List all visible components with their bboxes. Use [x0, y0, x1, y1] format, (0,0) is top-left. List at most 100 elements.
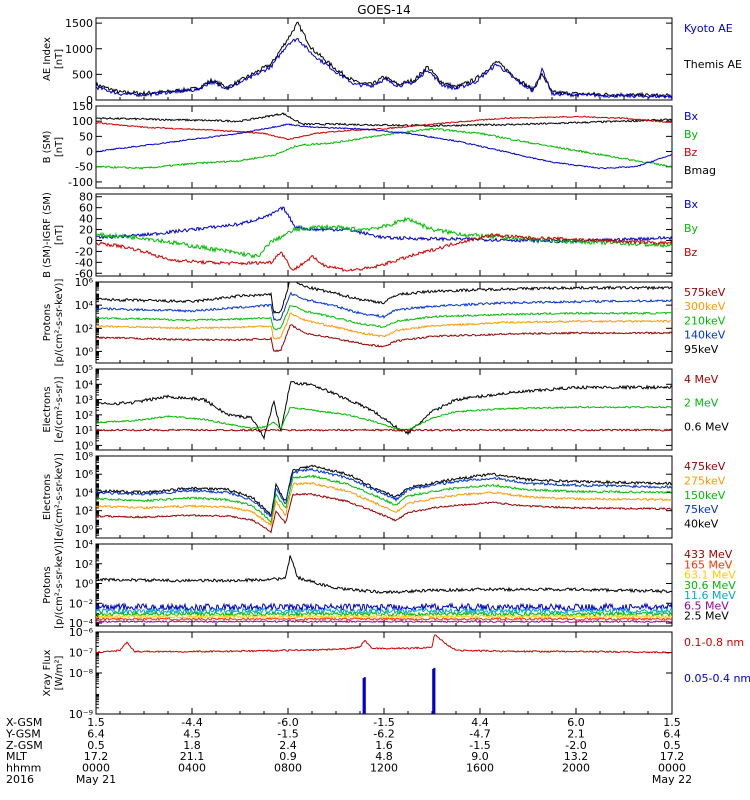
y-tick-label: -60 — [75, 267, 93, 280]
y-axis-label: Xray Flux — [42, 649, 53, 696]
x-row-value: -4.4 — [181, 716, 202, 729]
x-axis-labels: X-GSM 1.5 -4.4 -6.0 -1.5 4.4 6.0 1.5Y-GSM 6.4 4.5… — [5, 716, 692, 786]
legend-entry: 475keV — [684, 460, 726, 473]
y-axis-label: Electrons — [42, 474, 53, 520]
legend-entry: 300keV — [684, 300, 726, 313]
series-line-xray-0 — [96, 634, 672, 654]
y-tick-label: 1000 — [65, 43, 93, 56]
panel-electrons_mev: 10⁰ 10¹ 10² 10³ 10⁴ 10⁵ Electrons [e/(cm²-s-sr)… — [42, 363, 729, 452]
y-tick-label: 10⁵ — [75, 363, 93, 376]
x-row-value: 0.9 — [279, 750, 297, 763]
x-row-value: 17.2 — [660, 750, 685, 763]
y-axis-label: AE Index — [42, 37, 53, 81]
series-line-protons_mev-1 — [96, 601, 672, 613]
series-line-bigrf-0 — [96, 206, 672, 244]
series-line-protons_mev-0 — [96, 555, 672, 595]
panel-frame — [95, 455, 673, 539]
x-row-value: 2.4 — [279, 739, 297, 752]
y-tick-label: 0 — [86, 94, 93, 107]
panel-ae: 0 500 1000 1500 AE Index [nT] Kyoto AE Themis A… — [42, 17, 742, 107]
legend-entry: 0.1-0.8 nm — [684, 636, 744, 649]
x-row-value: -1.5 — [373, 716, 394, 729]
y-axis-label: [nT] — [54, 137, 65, 157]
legend-entry: 75keV — [684, 503, 719, 516]
y-tick-label: 150 — [72, 100, 93, 113]
x-row-name: Z-GSM — [6, 739, 43, 752]
legend-entry: Bz — [684, 246, 698, 259]
legend-entry: 0.05-0.4 nm — [684, 672, 750, 685]
y-axis-label: [e/(cm²-s-sr-keV)] — [54, 453, 65, 541]
series-line-protons_mev-6 — [96, 619, 672, 624]
y-tick-label: -50 — [75, 161, 93, 174]
legend-entry: Bx — [684, 198, 699, 211]
x-row-value: 13.2 — [564, 750, 589, 763]
x-row-value: 21.1 — [180, 750, 205, 763]
y-tick-label: 50 — [79, 130, 93, 143]
y-axis-label: [nT] — [54, 49, 65, 69]
series-line-electrons_mev-0 — [96, 380, 672, 441]
series-line-ae-0 — [96, 21, 672, 100]
x-row-value: 0000 — [82, 762, 110, 775]
x-row-name: hhmm — [6, 762, 41, 775]
y-tick-label: 10⁴ — [75, 378, 94, 391]
y-tick-label: 10⁻⁹ — [69, 708, 93, 721]
series-line-protons_kev-2 — [96, 305, 672, 331]
y-tick-label: 10⁻² — [69, 597, 93, 610]
y-tick-label: 10³ — [75, 394, 93, 407]
figure-title: GOES-14 — [357, 3, 411, 17]
y-axis-label: Protons — [42, 566, 53, 603]
series-line-electrons_kev-0 — [96, 464, 672, 518]
panel-electrons_kev: 10⁰ 10² 10⁴ 10⁶ 10⁸ Electrons [e/(cm²-s-sr-keV… — [42, 450, 726, 541]
x-row-value: 1.5 — [663, 716, 681, 729]
legend-entry: 95keV — [684, 343, 719, 356]
legend-entry: 275keV — [684, 474, 726, 487]
y-axis-label: [p/(cm²-s-sr-keV)] — [54, 541, 65, 629]
y-tick-label: 10⁻⁴ — [69, 617, 94, 630]
legend-entry: 40keV — [684, 518, 719, 531]
x-row-value: 9.0 — [471, 750, 489, 763]
legend-entry: 433 MeV — [684, 548, 733, 561]
series-line-bigrf-2 — [96, 233, 672, 272]
series-line-bigrf-1 — [96, 216, 672, 259]
legend-entry: 140keV — [684, 329, 726, 342]
x-row-value: -6.0 — [277, 716, 298, 729]
series-line-protons_mev-2 — [96, 606, 672, 616]
y-tick-label: 10² — [75, 409, 93, 422]
y-tick-label: 500 — [72, 68, 93, 81]
panel-frame — [95, 17, 673, 101]
series-line-electrons_kev-1 — [96, 467, 672, 517]
legend-entry: 4 MeV — [684, 373, 719, 386]
y-tick-label: 80 — [79, 191, 93, 204]
y-tick-label: 0 — [86, 146, 93, 159]
x-row-value: 1.5 — [87, 716, 105, 729]
x-row-value: May 21 — [76, 773, 116, 786]
series-line-bsm-3 — [96, 123, 672, 170]
x-row-value: 1600 — [466, 762, 494, 775]
panel-frame — [95, 368, 673, 451]
x-row-value: 2.1 — [567, 727, 585, 740]
y-axis-label: [p/(cm²-s-sr-keV)] — [54, 279, 65, 367]
legend-entry: 63.1 MeV — [684, 569, 736, 582]
series-line-protons_mev-4 — [96, 613, 672, 620]
y-tick-label: 10⁻⁶ — [69, 626, 94, 639]
x-row-value: 4.5 — [183, 727, 201, 740]
x-row-value: 17.2 — [84, 750, 109, 763]
series-line-protons_mev-3 — [96, 610, 672, 618]
y-tick-label: 10⁴ — [75, 538, 94, 551]
y-tick-label: -100 — [68, 176, 93, 189]
legend-entry: 11.6 MeV — [684, 589, 736, 602]
panel-frame — [95, 281, 673, 364]
y-tick-label: 10⁰ — [75, 578, 94, 591]
x-row-value: 0400 — [178, 762, 206, 775]
y-tick-label: 10⁴ — [75, 299, 94, 312]
legend-entry: Kyoto AE — [684, 22, 733, 35]
y-axis-label: B (SM)-IGRF (SM) — [42, 192, 53, 278]
x-row-value: May 22 — [652, 773, 692, 786]
x-row-value: 0000 — [658, 762, 686, 775]
y-tick-label: 100 — [72, 115, 93, 128]
series-line-bsm-2 — [96, 127, 672, 170]
series-line-xray-1 — [362, 667, 436, 714]
series-line-electrons_mev-1 — [96, 405, 672, 431]
